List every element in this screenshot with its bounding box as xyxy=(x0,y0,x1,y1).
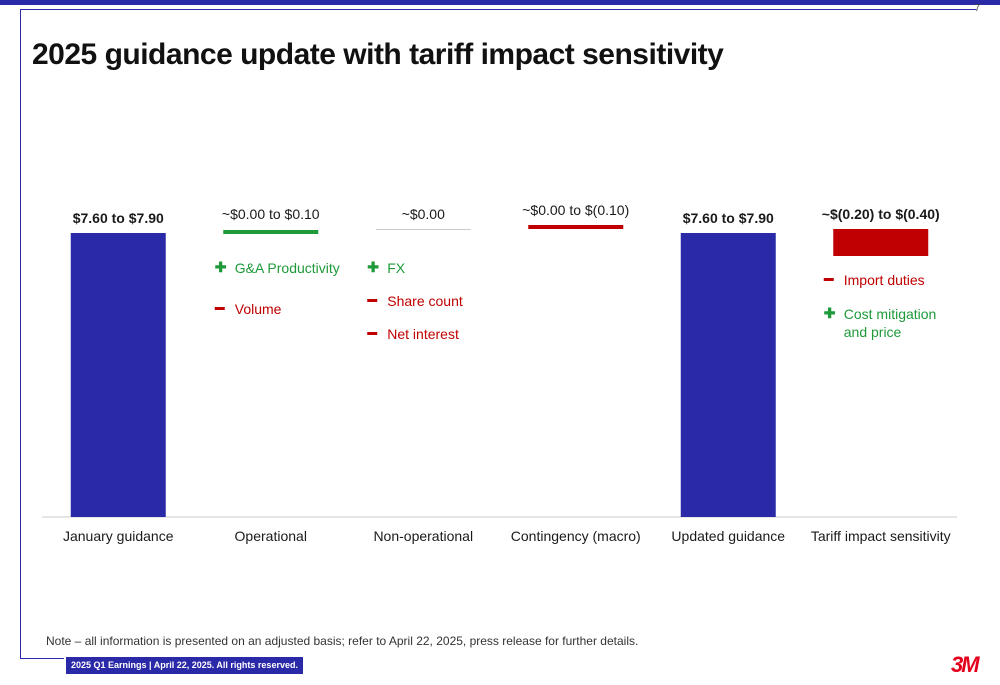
category-label-updated-guidance: Updated guidance xyxy=(671,528,785,544)
category-label-january-guidance: January guidance xyxy=(63,528,174,544)
bar-january-guidance xyxy=(70,233,166,517)
footer-label: 2025 Q1 Earnings | April 22, 2025. All r… xyxy=(66,657,303,674)
footnote: Note – all information is presented on a… xyxy=(46,634,639,648)
minus-icon: ▬ xyxy=(367,327,378,338)
page-number: 7 xyxy=(974,3,980,14)
category-label-contingency-macro: Contingency (macro) xyxy=(511,528,641,544)
category-label-operational: Operational xyxy=(235,528,307,544)
category-label-tariff-impact-sensitivity: Tariff impact sensitivity xyxy=(811,528,951,544)
value-label-tariff-impact-sensitivity: ~$(0.20) to $(0.40) xyxy=(822,206,940,222)
bar-tariff-impact-sensitivity xyxy=(833,229,929,256)
minus-icon: ▬ xyxy=(367,294,378,305)
slide-title: 2025 guidance update with tariff impact … xyxy=(32,38,724,71)
bar-operational xyxy=(223,230,319,234)
driver-label-fx: FX xyxy=(387,260,406,276)
3m-logo: 3M xyxy=(951,652,980,677)
frame-line-bottom xyxy=(20,658,64,659)
driver-label-cost-mitigation-and-price: Cost mitigation and price xyxy=(843,306,937,340)
minus-icon: ▬ xyxy=(823,273,834,284)
plus-icon: ✚ xyxy=(214,259,227,275)
value-label-operational: ~$0.00 to $0.10 xyxy=(222,206,320,222)
top-accent-bar xyxy=(0,0,1000,5)
driver-label-import-duties: Import duties xyxy=(843,272,925,288)
value-label-january-guidance: $7.60 to $7.90 xyxy=(73,210,164,226)
driver-label-net-interest: Net interest xyxy=(387,326,459,342)
category-label-non-operational: Non-operational xyxy=(373,528,473,544)
driver-label-g-a-productivity: G&A Productivity xyxy=(234,260,340,276)
driver-label-share-count: Share count xyxy=(387,293,463,309)
bar-non-operational xyxy=(375,229,471,230)
value-label-updated-guidance: $7.60 to $7.90 xyxy=(683,210,774,226)
value-label-contingency-macro: ~$0.00 to $(0.10) xyxy=(522,202,629,218)
bar-updated-guidance xyxy=(680,233,776,517)
value-label-non-operational: ~$0.00 xyxy=(402,206,445,222)
minus-icon: ▬ xyxy=(214,302,225,313)
plus-icon: ✚ xyxy=(823,305,836,321)
frame-line-left xyxy=(20,9,21,658)
bar-contingency-macro xyxy=(528,225,624,229)
driver-label-volume: Volume xyxy=(234,301,282,317)
plus-icon: ✚ xyxy=(367,259,379,275)
frame-line-top xyxy=(20,9,976,10)
waterfall-chart: $7.60 to $7.90 January guidance ~$0.00 to … xyxy=(42,202,957,544)
